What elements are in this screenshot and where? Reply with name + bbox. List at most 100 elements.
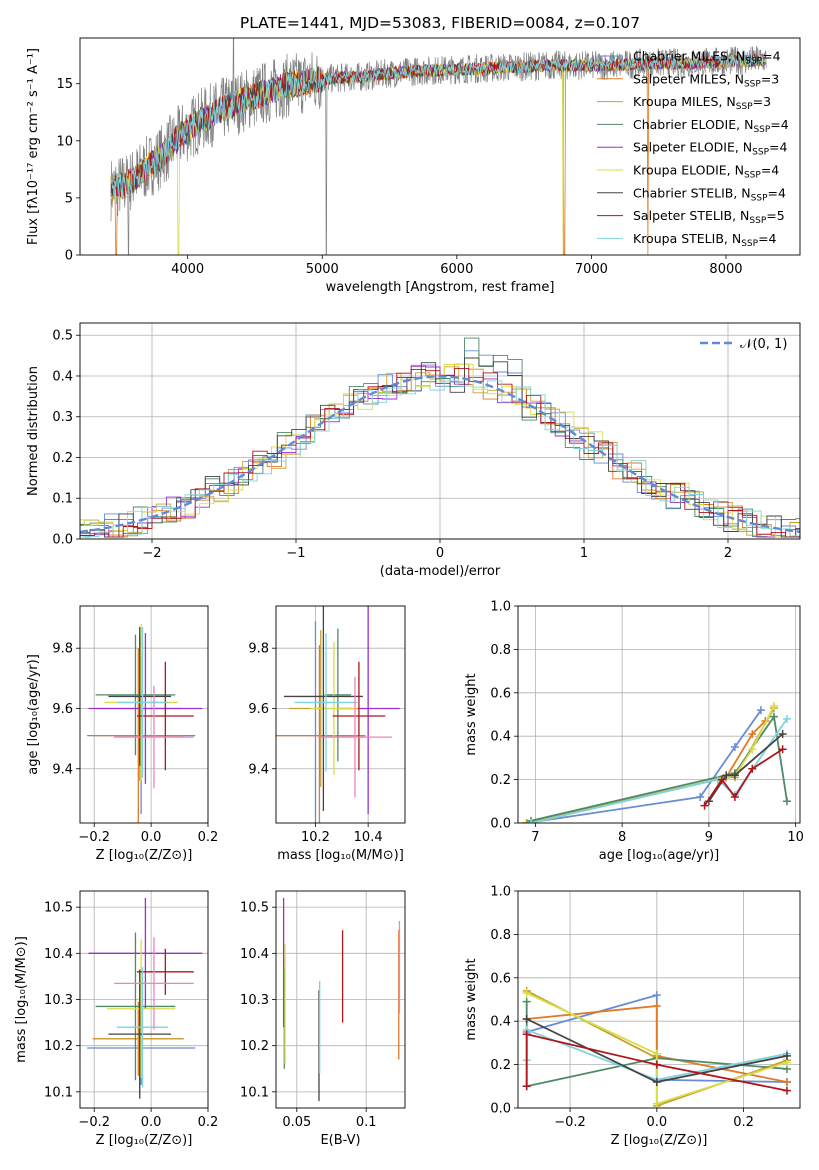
- observed-spectrum: [110, 38, 767, 255]
- model-spectrum-8: [110, 53, 767, 201]
- axes-frame: [79, 322, 801, 540]
- legend-entry-subscript: SSP: [752, 148, 769, 158]
- axes-frame: [517, 605, 801, 824]
- y-tick-label: 0.3: [52, 410, 73, 425]
- age-vs-mass-panel: 10.2 10.4 9.4 9.6 9.8 mass [log₁₀(M/M⊙)]: [248, 605, 406, 863]
- legend-entry-6: Chabrier STELIB, NSSP=4: [633, 185, 786, 203]
- weight-lines: [522, 986, 791, 1108]
- weight-marker: [522, 988, 531, 997]
- legend-entry-name: Kroupa STELIB, N: [633, 231, 741, 246]
- residual-histogram-panel: −2 −1 0 1 2 0.0 0.1 0.2 0.3 0.4 0.5 (data-model)/er…: [26, 322, 801, 579]
- weight-marker: [527, 819, 536, 823]
- y-tick-label: 0.6: [490, 971, 511, 986]
- weight-line-2: [526, 707, 775, 823]
- axes-frame: [517, 890, 801, 1109]
- x-tick-label: −0.2: [78, 1115, 110, 1130]
- legend-entry-name: Kroupa MILES, N: [633, 94, 736, 109]
- legend-entry-3: Chabrier ELODIE, NSSP=4: [633, 117, 789, 135]
- weight-marker: [782, 1077, 791, 1086]
- y-axis-label: Flux [fλ10⁻¹⁷ erg cm⁻² s⁻¹ A⁻¹]: [26, 48, 41, 245]
- legend-entry-name: Chabrier STELIB, N: [633, 185, 751, 200]
- y-tick-label: 10.4: [44, 947, 73, 962]
- legend-entry-name: Chabrier MILES, N: [633, 49, 745, 64]
- y-tick-label: 9.6: [52, 702, 73, 717]
- legend-entry-5: Kroupa ELODIE, NSSP=4: [633, 163, 779, 181]
- x-axis-label: Z [log₁₀(Z/Z⊙)]: [96, 1133, 193, 1148]
- legend-entry-8: Kroupa STELIB, NSSP=4: [633, 231, 777, 249]
- legend-entry-subscript: SSP: [753, 125, 770, 135]
- x-tick-label: 4000: [171, 262, 204, 277]
- y-axis-label: mass weight: [464, 673, 479, 755]
- spectrum-title: PLATE=1441, MJD=53083, FIBERID=0084, z=0…: [240, 14, 640, 32]
- y-tick-label: 10.2: [240, 1039, 269, 1054]
- y-tick-label: 0.8: [490, 643, 511, 658]
- legend-entry-0: Chabrier MILES, NSSP=4: [633, 49, 781, 67]
- y-tick-label: 9.4: [52, 762, 73, 777]
- weight-line-0: [526, 709, 762, 823]
- x-tick-label: 1: [580, 546, 588, 561]
- weight-marker: [522, 1015, 531, 1024]
- x-tick-label: 0.0: [141, 1115, 162, 1130]
- histogram-7: [80, 368, 800, 538]
- weight-marker: [700, 801, 709, 810]
- y-tick-label: 10.1: [44, 1085, 73, 1100]
- weight-marker: [748, 764, 757, 773]
- x-tick-label: −0.2: [78, 830, 110, 845]
- y-tick-label: 0: [65, 249, 73, 264]
- weight-marker: [730, 771, 739, 780]
- x-tick-label: 10: [787, 830, 804, 845]
- x-tick-label: 0.05: [282, 1115, 311, 1130]
- x-tick-label: 8: [618, 830, 626, 845]
- legend-entry-value: =5: [766, 208, 784, 223]
- weight-marker: [522, 997, 531, 1006]
- weight-marker: [756, 706, 765, 715]
- legend-entry-value: =3: [761, 71, 779, 86]
- legend-entry-name: Salpeter MILES, N: [633, 71, 744, 86]
- weight-marker: [769, 712, 778, 721]
- weight-marker: [522, 1082, 531, 1091]
- legend-entry-subscript: SSP: [744, 79, 761, 89]
- weight-marker: [782, 1086, 791, 1095]
- x-axis-label: (data-model)/error: [380, 564, 501, 579]
- legend-entry-value: =4: [761, 163, 779, 178]
- weight-marker: [778, 745, 787, 754]
- x-tick-label: 0.2: [198, 830, 219, 845]
- x-axis-label: Z [log₁₀(Z/Z⊙)]: [96, 848, 193, 863]
- y-tick-label: 10.5: [240, 901, 269, 916]
- x-axis-label: age [log₁₀(age/yr)]: [599, 848, 720, 863]
- mass-weight-vs-metallicity-panel: −0.2 0.0 0.2 0.0 0.2 0.4 0.6 0.8 1.0 Z [log₁₀(Z/Z…: [464, 885, 801, 1148]
- error-bars: [87, 624, 203, 823]
- legend-entry-subscript: SSP: [744, 171, 761, 181]
- y-tick-label: 0.4: [52, 369, 73, 384]
- y-tick-label: 10.1: [240, 1085, 269, 1100]
- y-tick-label: 9.8: [52, 642, 73, 657]
- weight-marker: [769, 701, 778, 710]
- x-tick-label: 0.2: [198, 1115, 219, 1130]
- weight-line-5: [530, 718, 788, 823]
- legend-entry-name: Kroupa ELODIE, N: [633, 163, 744, 178]
- weight-marker: [652, 1002, 661, 1011]
- x-tick-label: 10.4: [354, 830, 383, 845]
- weight-marker: [652, 1077, 661, 1086]
- error-bars: [282, 897, 401, 1102]
- y-tick-label: 9.8: [248, 642, 269, 657]
- x-tick-label: 9: [705, 830, 713, 845]
- legend-entry-value: =4: [769, 140, 787, 155]
- weight-marker: [782, 797, 791, 806]
- gaussian-curve: [80, 375, 800, 534]
- y-tick-label: 0.4: [490, 730, 511, 745]
- legend-entry-subscript: SSP: [736, 102, 753, 112]
- spectrum-panel: 4000 5000 6000 7000 8000 0 5 10 15 wavelength [An…: [26, 37, 801, 295]
- y-tick-label: 0.2: [490, 1058, 511, 1073]
- x-axis-label: Z [log₁₀(Z/Z⊙)]: [611, 1133, 708, 1148]
- legend-entry: 𝒩(0, 1): [740, 337, 787, 352]
- age-vs-metallicity-panel: −0.2 0.0 0.2 9.4 9.6 9.8 Z [log₁₀(Z/Z⊙)] age [l…: [26, 605, 219, 863]
- y-tick-label: 0.2: [52, 451, 73, 466]
- axes-frame: [79, 37, 801, 256]
- weight-marker: [730, 743, 739, 752]
- x-tick-label: 6000: [440, 262, 473, 277]
- x-axis-label: mass [log₁₀(M/M⊙)]: [277, 848, 404, 863]
- weight-lines: [522, 701, 791, 823]
- y-tick-label: 10: [56, 134, 73, 149]
